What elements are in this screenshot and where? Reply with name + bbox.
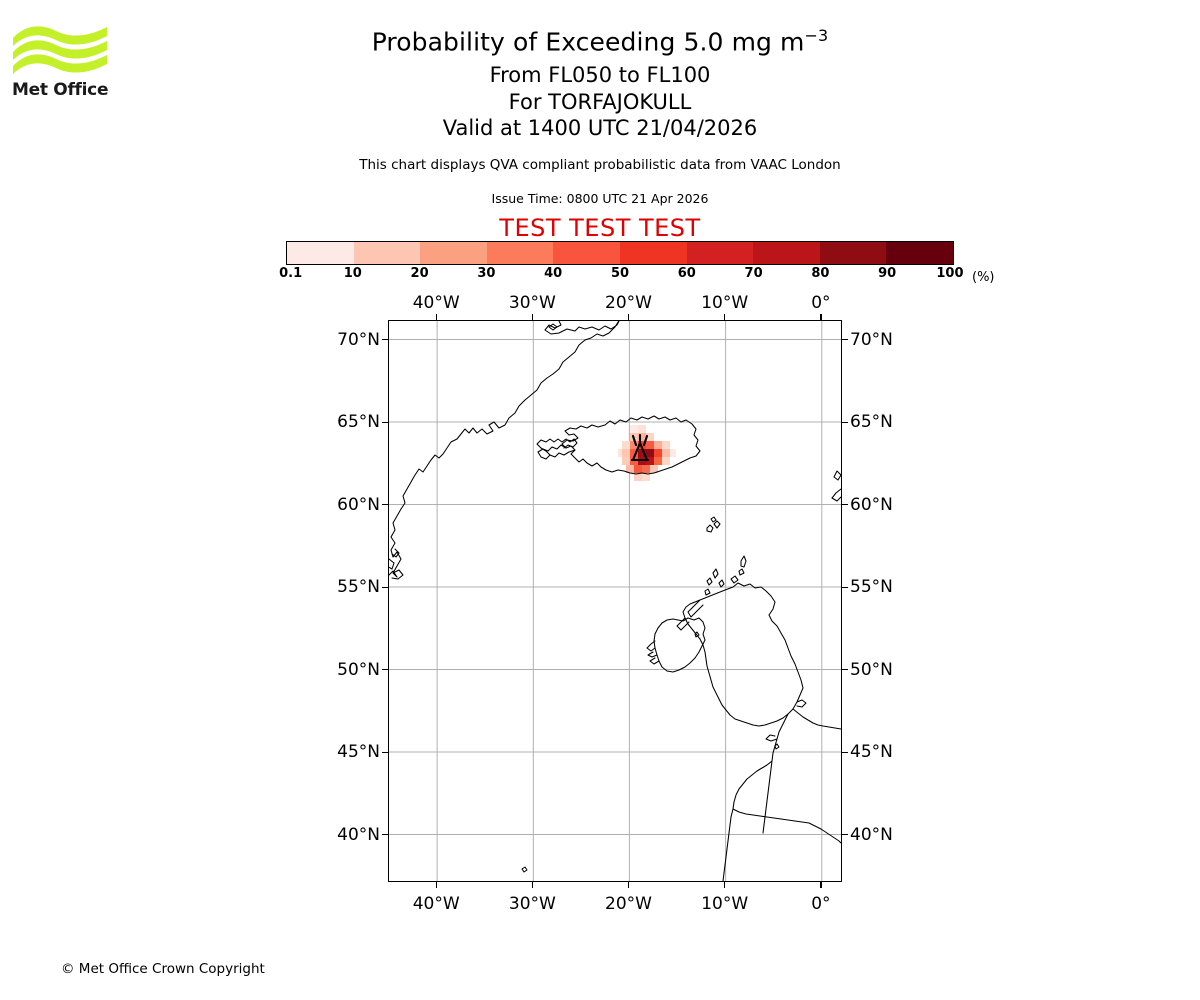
colorbar-segment-3 [486, 242, 554, 264]
colorbar-tick-0.1: 0.1 [279, 266, 303, 281]
issue-time-text: Issue Time: 0800 UTC 21 Apr 2026 [491, 191, 709, 206]
lon-tickmark [531, 314, 534, 320]
qva-compliance-note: This chart displays QVA compliant probab… [359, 157, 841, 173]
lat-tickmark [382, 586, 388, 588]
ash-plume-heatmap [618, 425, 676, 481]
colorbar-segment-0 [287, 242, 354, 264]
lat-tickmark [842, 339, 848, 341]
lat-label-right-70N: 70°N [850, 329, 893, 350]
lon-tickmark [628, 314, 630, 320]
lat-label-right-65N: 65°N [850, 412, 893, 432]
lon-tickmark [820, 882, 822, 888]
lon-label-20W: 20°W [605, 293, 652, 313]
colorbar-tick-10: 10 [343, 266, 362, 281]
lon-label-40W: 40°W [412, 894, 460, 914]
lat-label-left-70N: 70°N [337, 329, 380, 350]
map-gridlines [389, 321, 841, 881]
probability-colorbar [286, 241, 954, 265]
lon-tickmark [820, 314, 822, 320]
colorbar-segment-9 [886, 242, 953, 264]
met-office-logo: Met Office [12, 22, 112, 114]
colorbar-tick-40: 40 [544, 266, 563, 281]
lon-tickmark [724, 314, 726, 320]
valid-time-subtitle: Valid at 1400 UTC 21/04/2026 [442, 116, 758, 140]
lon-tickmark [435, 314, 437, 320]
lon-label-10W: 10°W [701, 293, 749, 313]
copyright-text: © Met Office Crown Copyright [61, 961, 265, 977]
colorbar-tick-50: 50 [610, 266, 630, 281]
lat-label-right-50N: 50°N [850, 659, 893, 680]
colorbar-segment-8 [819, 242, 887, 264]
lat-label-left-65N: 65°N [337, 412, 380, 432]
coastlines [389, 321, 841, 881]
chart-title: Probability of Exceeding 5.0 mg m−3 [0, 26, 1200, 56]
lon-tickmark [628, 882, 630, 888]
lon-tickmark [531, 882, 534, 888]
lat-tickmark [382, 669, 388, 671]
colorbar-segment-2 [420, 242, 487, 264]
met-office-wave-mark [13, 26, 107, 74]
chart-title-text: Probability of Exceeding 5.0 mg m [371, 27, 805, 57]
lat-tickmark [842, 421, 848, 423]
lat-tickmark [382, 339, 388, 341]
volcano-marker [630, 433, 650, 462]
lat-label-left-40N: 40°N [337, 824, 380, 845]
lat-label-right-55N: 55°N [850, 577, 893, 597]
lon-tickmark [724, 882, 726, 888]
map-plot-area[interactable] [388, 320, 842, 882]
colorbar-gradient [286, 241, 954, 265]
lon-label-30W: 30°W [508, 894, 556, 914]
colorbar-segment-5 [619, 242, 687, 264]
test-banner: TEST TEST TEST [499, 214, 701, 242]
colorbar-tick-70: 70 [744, 266, 763, 281]
lat-label-left-45N: 45°N [337, 742, 380, 762]
lon-label-30W: 30°W [508, 293, 556, 313]
chart-title-exponent: −3 [804, 26, 829, 45]
colorbar-tick-labels: 0.1 10 20 30 40 50 60 70 80 90 100 [279, 266, 963, 284]
lat-label-right-40N: 40°N [850, 824, 893, 845]
colorbar-tick-80: 80 [811, 266, 830, 281]
lat-tickmark [382, 834, 388, 836]
volcano-name-subtitle: For TORFAJOKULL [508, 90, 692, 114]
lat-tickmark [842, 586, 848, 588]
lat-tickmark [382, 421, 388, 423]
flight-level-subtitle: From FL050 to FL100 [489, 63, 711, 87]
colorbar-units-label: (%) [972, 270, 995, 285]
lat-tickmark [842, 669, 848, 671]
lon-tickmark [435, 882, 437, 888]
met-office-logo-text: Met Office [12, 80, 109, 100]
lat-tickmark [842, 751, 848, 753]
colorbar-segment-1 [353, 242, 421, 264]
colorbar-tick-20: 20 [410, 266, 429, 281]
colorbar-tick-60: 60 [677, 266, 696, 281]
lon-label-40W: 40°W [412, 293, 460, 313]
lon-label-20W: 20°W [605, 894, 652, 914]
lon-label-0: 0° [811, 894, 831, 914]
lat-tickmark [842, 834, 848, 836]
colorbar-segment-6 [686, 242, 754, 264]
colorbar-segment-4 [553, 242, 620, 264]
lat-label-right-60N: 60°N [850, 494, 893, 515]
lat-tickmark [382, 751, 388, 753]
map-canvas [389, 321, 841, 881]
lat-label-left-50N: 50°N [337, 659, 380, 680]
lat-tickmark [842, 504, 848, 506]
lon-label-10W: 10°W [701, 894, 749, 914]
colorbar-tick-100: 100 [936, 266, 964, 281]
lat-label-left-55N: 55°N [337, 577, 380, 597]
colorbar-tick-30: 30 [477, 266, 496, 281]
colorbar-tick-90: 90 [878, 266, 897, 281]
lat-tickmark [382, 504, 388, 506]
lat-label-right-45N: 45°N [850, 742, 893, 762]
lat-label-left-60N: 60°N [337, 494, 380, 515]
colorbar-segment-7 [753, 242, 820, 264]
lon-label-0: 0° [811, 293, 831, 313]
